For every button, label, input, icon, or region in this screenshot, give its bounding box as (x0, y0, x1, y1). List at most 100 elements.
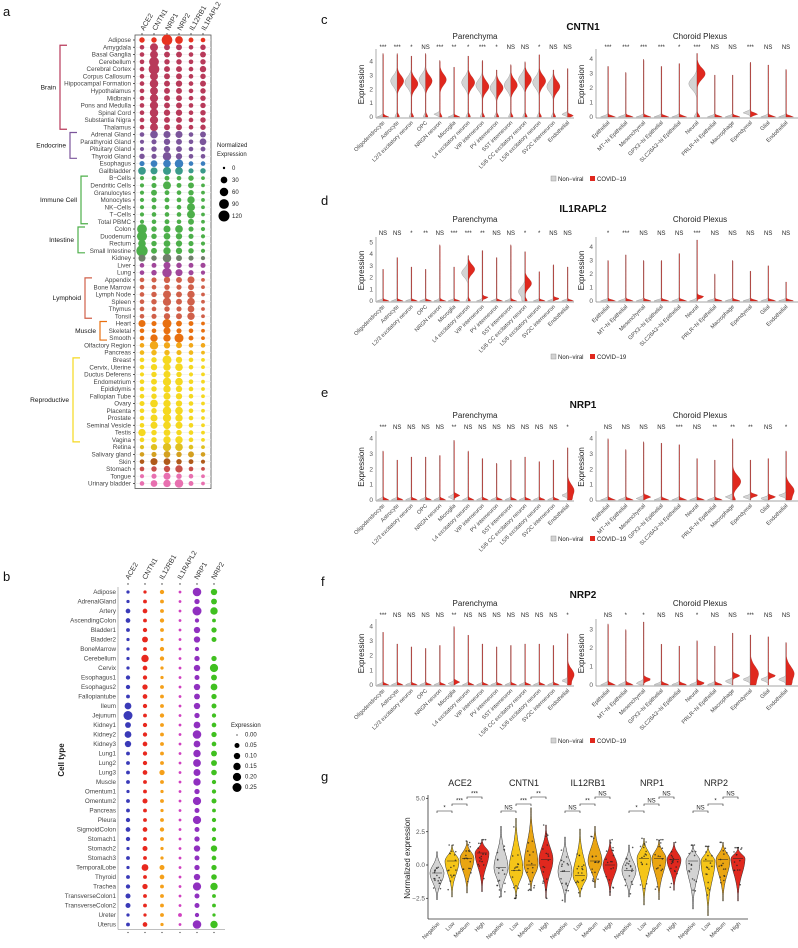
row-label: NK−Cells (105, 204, 131, 211)
dot (188, 466, 194, 472)
legend-dot (232, 783, 242, 792)
legend-value: 0.25 (245, 785, 257, 791)
dot (194, 674, 200, 681)
dot (176, 320, 182, 327)
dot (174, 159, 184, 168)
dot (143, 903, 147, 908)
y-axis-title: Expression (577, 65, 586, 105)
data-point (631, 868, 633, 870)
data-point (669, 886, 672, 888)
dot (200, 51, 206, 58)
dot (188, 284, 194, 291)
data-point (560, 859, 563, 862)
dot (188, 74, 194, 79)
data-point (483, 877, 485, 880)
column-tick (144, 583, 146, 585)
significance-label: NS (507, 613, 515, 619)
violin-covid (439, 645, 447, 686)
dot (188, 66, 194, 72)
dot (175, 240, 183, 247)
dot (211, 874, 217, 880)
category-label: Negative (486, 921, 506, 941)
dot (160, 723, 164, 727)
dot (160, 628, 164, 632)
violin-covid (382, 269, 389, 302)
data-point (546, 834, 549, 837)
category-label: High (474, 921, 486, 933)
dot (188, 357, 194, 363)
dot (164, 190, 170, 196)
data-point (496, 859, 499, 861)
dot (139, 183, 145, 188)
row-label: Rectum (109, 241, 131, 248)
data-point (643, 843, 646, 845)
y-tick-label: 5.0 (416, 796, 425, 803)
dot (160, 666, 164, 670)
dot (164, 204, 170, 210)
dot (176, 371, 182, 378)
dot (150, 480, 158, 487)
violin-nonviral (547, 459, 554, 501)
dot (175, 80, 183, 87)
dot (138, 254, 146, 262)
violin-nonviral (653, 644, 662, 686)
violin-covid (625, 72, 634, 118)
significance-label: NS (436, 231, 444, 237)
dot (188, 124, 194, 130)
data-point (565, 856, 568, 858)
dot (175, 225, 183, 233)
y-tick-label: 2.5 (416, 829, 425, 836)
violin-nonviral (419, 269, 426, 302)
panel-g-violin-plot: Normalized expression5.02.50.0−2.5ACE2Ne… (403, 778, 748, 941)
violin-nonviral (377, 269, 384, 302)
dot (125, 618, 131, 623)
dot (194, 826, 200, 833)
dot (194, 855, 200, 861)
dot (151, 139, 157, 145)
column-tick (144, 931, 146, 934)
violin-covid (539, 643, 546, 686)
dot (151, 233, 157, 240)
dot (178, 723, 182, 727)
category-label: Low (637, 920, 649, 932)
dot (200, 95, 206, 101)
significance-label: NS (657, 613, 665, 619)
dot (138, 239, 146, 248)
dot (151, 269, 157, 276)
dot (188, 139, 194, 145)
violin-covid (439, 244, 446, 302)
violin-covid (496, 69, 504, 118)
data-point (561, 882, 563, 885)
violin-nonviral (617, 629, 626, 686)
dot (201, 379, 205, 384)
data-point (515, 866, 517, 868)
dot (201, 358, 205, 362)
dot (139, 343, 145, 348)
dot (200, 241, 206, 246)
data-point (517, 887, 520, 889)
dot (149, 79, 159, 88)
dot (126, 856, 130, 860)
data-point (612, 854, 615, 857)
dot (125, 817, 131, 823)
significance-label: NS (436, 425, 444, 431)
dot (139, 364, 145, 370)
violin-covid (625, 629, 634, 686)
dot (200, 117, 206, 123)
significance-label: * (443, 806, 446, 812)
dot (188, 401, 194, 406)
row-label: Stomach (106, 466, 131, 473)
dot (151, 320, 157, 327)
dot (139, 74, 145, 79)
dot (201, 198, 205, 202)
data-point (591, 868, 593, 870)
row-label: Omentum2 (85, 798, 117, 805)
dot (188, 335, 194, 341)
data-point (469, 860, 472, 863)
data-point (595, 861, 597, 863)
row-label: AdrenalGland (77, 599, 116, 606)
dot (175, 393, 183, 400)
dot (178, 904, 182, 907)
violin-nonviral (742, 271, 751, 302)
dot (142, 694, 148, 699)
